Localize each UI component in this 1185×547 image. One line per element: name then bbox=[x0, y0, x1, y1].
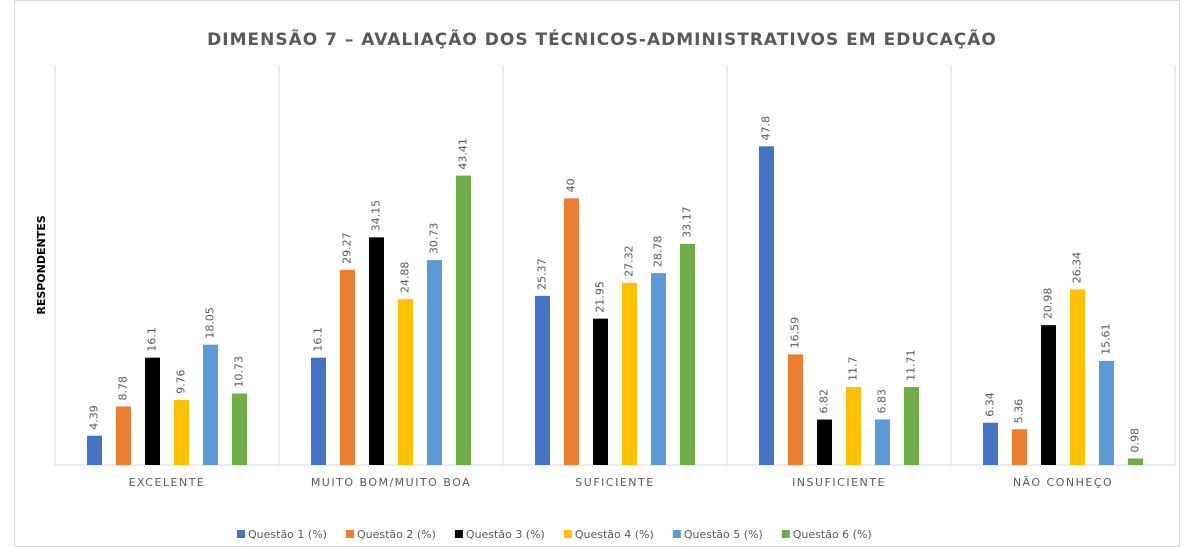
bar bbox=[1099, 360, 1114, 465]
bar bbox=[651, 273, 666, 465]
value-label: 30.73 bbox=[428, 223, 441, 255]
value-label: 6.82 bbox=[818, 389, 831, 414]
value-label: 10.73 bbox=[233, 356, 246, 388]
bar bbox=[904, 386, 919, 465]
bar bbox=[593, 318, 608, 465]
bar bbox=[174, 399, 189, 465]
legend-swatch bbox=[781, 530, 790, 538]
value-label: 5.36 bbox=[1013, 399, 1026, 424]
bar bbox=[564, 198, 579, 466]
value-label: 20.98 bbox=[1042, 288, 1055, 320]
value-label: 29.27 bbox=[341, 232, 354, 264]
value-label: 11.7 bbox=[847, 357, 860, 382]
value-label: 4.39 bbox=[88, 405, 101, 430]
value-label: 9.76 bbox=[175, 369, 188, 394]
bar bbox=[369, 237, 384, 465]
x-tick-label: EXCELENTE bbox=[129, 476, 206, 489]
bar bbox=[1070, 289, 1085, 465]
legend-label: Questão 2 (%) bbox=[357, 528, 436, 541]
legend-swatch bbox=[237, 530, 245, 538]
legend-label: Questão 4 (%) bbox=[575, 528, 654, 541]
chart-title: DIMENSÃO 7 – AVALIAÇÃO DOS TÉCNICOS-ADMI… bbox=[207, 27, 997, 50]
value-label: 40 bbox=[565, 178, 578, 192]
bar bbox=[875, 419, 890, 465]
legend-label: Questão 3 (%) bbox=[466, 528, 545, 541]
bar bbox=[1012, 429, 1027, 465]
bar bbox=[1128, 458, 1143, 465]
value-label: 0.98 bbox=[1129, 428, 1142, 453]
bar bbox=[203, 344, 218, 465]
bar bbox=[622, 282, 637, 465]
legend-label: Questão 1 (%) bbox=[248, 528, 327, 541]
x-tick-label: MUITO BOM/MUITO BOA bbox=[311, 476, 471, 489]
value-label: 25.37 bbox=[536, 258, 549, 290]
bar bbox=[759, 146, 774, 466]
value-label: 43.41 bbox=[457, 138, 470, 170]
x-tick-label: INSUFICIENTE bbox=[792, 476, 886, 489]
value-label: 47.8 bbox=[760, 116, 773, 141]
value-label: 6.83 bbox=[876, 389, 889, 414]
bar bbox=[87, 435, 102, 465]
value-label: 34.15 bbox=[370, 200, 383, 232]
value-label: 21.95 bbox=[594, 281, 607, 313]
legend-label: Questão 5 (%) bbox=[684, 528, 763, 541]
value-label: 27.32 bbox=[623, 245, 636, 277]
legend-swatch bbox=[563, 530, 572, 538]
legend-label: Questão 6 (%) bbox=[793, 528, 872, 541]
value-label: 6.34 bbox=[984, 392, 997, 417]
value-label: 18.05 bbox=[204, 307, 217, 339]
legend-swatch bbox=[454, 530, 463, 538]
value-label: 15.61 bbox=[1100, 323, 1113, 355]
x-tick-label: SUFICIENTE bbox=[575, 476, 654, 489]
y-axis-label: RESPONDENTES bbox=[35, 215, 48, 314]
bar bbox=[145, 357, 160, 465]
bar bbox=[340, 269, 355, 465]
bar bbox=[817, 419, 832, 465]
value-label: 8.78 bbox=[117, 376, 130, 401]
bar bbox=[311, 357, 326, 465]
bar bbox=[232, 393, 247, 465]
bar bbox=[398, 299, 413, 465]
bar bbox=[116, 406, 131, 465]
legend-swatch bbox=[345, 530, 354, 538]
legend-swatch bbox=[672, 530, 681, 538]
x-tick-label: NÃO CONHEÇO bbox=[1013, 476, 1113, 489]
bar bbox=[1041, 325, 1056, 465]
bar bbox=[680, 243, 695, 465]
value-label: 11.71 bbox=[905, 349, 918, 381]
bar bbox=[983, 422, 998, 465]
bar bbox=[427, 260, 442, 465]
value-label: 16.1 bbox=[146, 327, 159, 352]
bar bbox=[456, 175, 471, 465]
value-label: 26.34 bbox=[1071, 252, 1084, 284]
bar bbox=[788, 354, 803, 465]
value-label: 16.1 bbox=[312, 327, 325, 352]
bar bbox=[535, 295, 550, 465]
value-label: 33.17 bbox=[681, 206, 694, 238]
bar bbox=[846, 387, 861, 465]
value-label: 28.78 bbox=[652, 236, 665, 268]
value-label: 16.59 bbox=[789, 317, 802, 349]
value-label: 24.88 bbox=[399, 262, 412, 294]
